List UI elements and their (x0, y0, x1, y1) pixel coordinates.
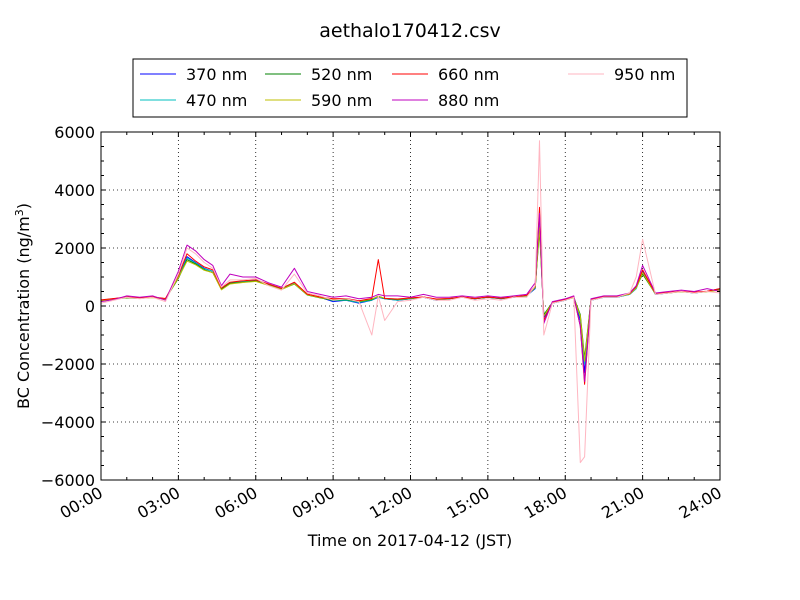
y-tick-label: −2000 (41, 355, 95, 374)
legend-entry: 590 nm (311, 91, 372, 110)
series-group (100, 140, 721, 464)
x-tick-label: 18:00 (521, 483, 570, 523)
x-tick-label: 12:00 (366, 483, 415, 523)
y-tick-label: 2000 (54, 239, 95, 258)
y-tick-labels: 6000 4000 2000 0 −2000 −4000 −6000 (41, 123, 95, 490)
legend-box (132, 58, 688, 118)
x-axis-label: Time on 2017-04-12 (JST) (307, 531, 512, 550)
legend-entry: 660 nm (438, 65, 499, 84)
x-tick-label: 03:00 (134, 483, 183, 523)
legend-entry: 880 nm (438, 91, 499, 110)
chart-title: aethalo170412.csv (319, 20, 501, 42)
axis-ticks (100, 131, 721, 481)
grid (101, 132, 720, 480)
legend-entry: 520 nm (311, 65, 372, 84)
x-tick-label: 21:00 (598, 483, 647, 523)
x-tick-label: 15:00 (443, 483, 492, 523)
legend: 370 nm 470 nm 520 nm 590 nm 660 nm 880 nm 950 … (132, 58, 688, 118)
y-tick-label: 0 (85, 297, 95, 316)
series-line-5 (100, 212, 721, 382)
x-tick-label: 24:00 (676, 483, 725, 523)
legend-entry: 370 nm (186, 65, 247, 84)
x-tick-label: 06:00 (211, 483, 260, 523)
legend-entry: 950 nm (614, 65, 675, 84)
x-tick-label: 09:00 (289, 483, 338, 523)
y-axis-label-sup: 3 (13, 209, 26, 216)
y-tick-label: 6000 (54, 123, 95, 142)
y-tick-label: −4000 (41, 413, 95, 432)
x-tick-labels: 00:00 03:00 06:00 09:00 12:00 15:00 18:00 21:00… (57, 483, 725, 523)
y-axis-label-main: BC Concentration (ng/m (14, 216, 33, 409)
series-line-6 (100, 140, 721, 464)
legend-entry: 470 nm (186, 91, 247, 110)
y-axis-label: BC Concentration (ng/m3) (13, 203, 33, 409)
y-tick-label: 4000 (54, 181, 95, 200)
y-axis-label-tail: ) (14, 203, 33, 209)
series-line-0 (100, 218, 721, 374)
series-line-4 (100, 206, 721, 385)
y-tick-label: −6000 (41, 471, 95, 490)
